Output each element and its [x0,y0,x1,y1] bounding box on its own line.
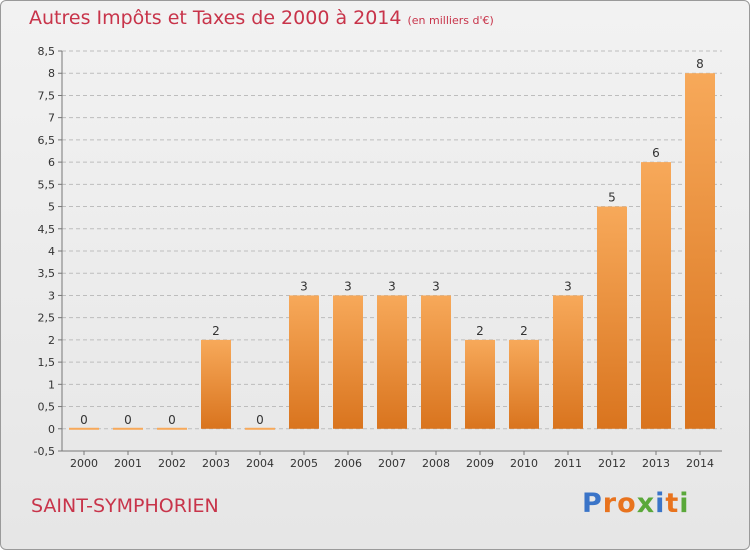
data-label: 0 [80,413,88,427]
data-label: 8 [696,57,704,71]
y-tick-label: 0 [48,423,55,436]
y-tick-label: 8 [48,67,55,80]
x-tick-label: 2014 [686,457,714,470]
bar [685,73,715,429]
data-label: 0 [168,413,176,427]
data-label: 2 [520,324,528,338]
proxiti-logo: Proxiti [582,488,690,519]
x-tick-label: 2005 [290,457,318,470]
data-label: 0 [124,413,132,427]
y-tick-label: 5 [48,201,55,214]
x-tick-label: 2012 [598,457,626,470]
y-tick-label: 0,5 [38,401,56,414]
y-tick-label: 6,5 [38,134,56,147]
bar [377,295,407,429]
logo-letter: t [665,488,680,519]
data-label: 2 [476,324,484,338]
bar [113,427,143,430]
y-tick-label: 6 [48,156,55,169]
x-tick-label: 2000 [70,457,98,470]
data-label: 3 [432,279,440,293]
data-label: 6 [652,146,660,160]
x-tick-label: 2009 [466,457,494,470]
data-label: 0 [256,413,264,427]
data-label: 2 [212,324,220,338]
bar [245,427,275,430]
logo-letter: r [602,488,618,519]
data-label: 5 [608,191,616,205]
y-tick-label: 1,5 [38,356,56,369]
bar [157,427,187,430]
y-tick-label: 4 [48,245,55,258]
y-tick-label: 1 [48,378,55,391]
bar [69,427,99,430]
x-tick-label: 2011 [554,457,582,470]
data-label: 3 [564,279,572,293]
bar [465,339,495,429]
bar [421,295,451,429]
bar [201,339,231,429]
x-tick-label: 2010 [510,457,538,470]
bars: 0 0 0 2 0 3 3 3 3 2 2 3 5 6 8 [69,57,715,430]
y-tick-label: 5,5 [38,178,56,191]
axes: -0,5 0 0,5 1 1,5 2 2,5 3 3,5 4 4,5 5 5,5 6 6,5 7 7,5 8 8,5… [34,45,722,470]
bar [333,295,363,429]
y-tick-label: 3 [48,289,55,302]
y-tick-label: -0,5 [34,445,55,458]
logo-letter: P [582,488,603,519]
x-tick-label: 2003 [202,457,230,470]
y-tick-label: 4,5 [38,223,56,236]
bar [553,295,583,429]
logo-letter: i [679,488,690,519]
chart-title: Autres Impôts et Taxes de 2000 à 2014 (en… [29,7,494,29]
x-tick-label: 2004 [246,457,274,470]
x-tick-label: 2007 [378,457,406,470]
bar [597,206,627,429]
y-tick-label: 3,5 [38,267,56,280]
y-tick-label: 2 [48,334,55,347]
y-tick-label: 7,5 [38,89,56,102]
x-tick-label: 2002 [158,457,186,470]
chart-unit: (en milliers d'€) [407,14,494,27]
data-label: 3 [344,279,352,293]
commune-name: SAINT-SYMPHORIEN [31,495,219,517]
logo-letter: o [617,488,637,519]
x-tick-label: 2001 [114,457,142,470]
chart-title-text: Autres Impôts et Taxes de 2000 à 2014 [29,7,402,29]
data-label: 3 [300,279,308,293]
x-tick-label: 2008 [422,457,450,470]
bar [289,295,319,429]
logo-letter: i [655,488,666,519]
y-tick-label: 7 [48,112,55,125]
data-label: 3 [388,279,396,293]
bar [509,339,539,429]
logo-letter: x [636,488,656,519]
y-tick-label: 2,5 [38,312,56,325]
y-tick-label: 8,5 [38,45,56,58]
bar [641,162,671,429]
x-tick-label: 2013 [642,457,670,470]
x-tick-label: 2006 [334,457,362,470]
